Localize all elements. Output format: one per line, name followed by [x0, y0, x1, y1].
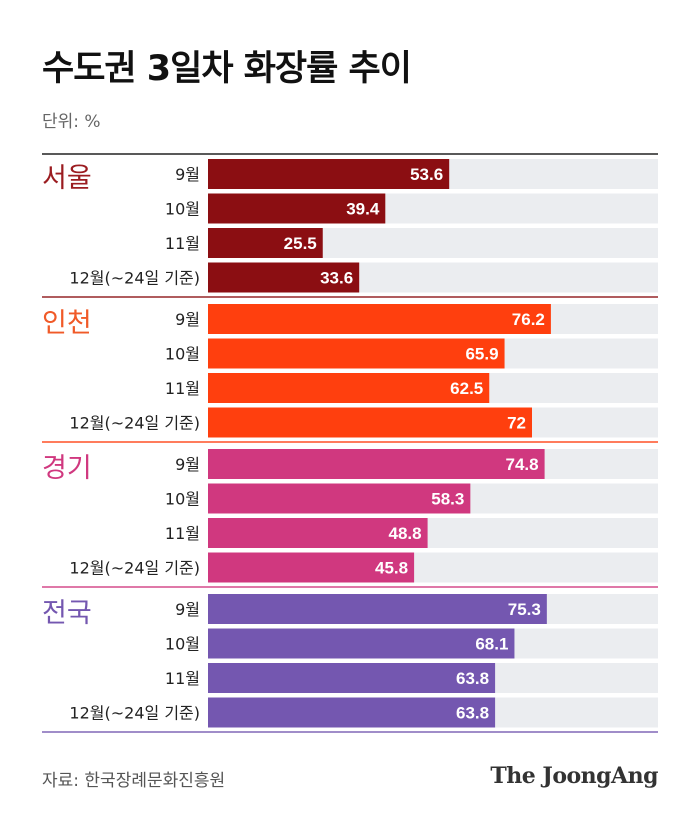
bar: [208, 262, 360, 293]
category-label: 9월: [175, 600, 200, 619]
bar: [208, 373, 490, 403]
unit-label: 단위: %: [42, 112, 101, 132]
chart-title: 수도권 3일차 화장률 추이: [42, 49, 412, 89]
bar-value-label: 62.5: [450, 379, 483, 398]
category-label: 9월: [175, 165, 200, 184]
bar: [208, 594, 547, 624]
category-label: 10월: [165, 200, 200, 219]
bar-value-label: 39.4: [346, 200, 380, 219]
bar-value-label: 76.2: [512, 310, 545, 329]
bar: [208, 193, 386, 224]
bar: [208, 663, 496, 693]
category-label: 12월(~24일 기준): [69, 414, 200, 433]
bar-value-label: 58.3: [431, 490, 464, 509]
group-label: 전국: [42, 598, 92, 629]
bar-value-label: 63.8: [456, 669, 489, 688]
category-label: 10월: [165, 345, 200, 364]
category-label: 12월(~24일 기준): [69, 269, 200, 288]
source-note: 자료: 한국장례문화진흥원: [42, 771, 226, 791]
bar: [208, 338, 505, 369]
bar: [208, 407, 532, 438]
bar: [208, 304, 551, 334]
bar: [208, 552, 415, 583]
bar-value-label: 48.8: [389, 524, 422, 543]
brand-logo: The JoongAng: [490, 763, 658, 789]
bar-value-label: 68.1: [475, 635, 508, 654]
group-label: 경기: [42, 453, 92, 484]
bar-value-label: 65.9: [465, 345, 498, 364]
bar: [208, 628, 515, 659]
bar-value-label: 33.6: [320, 269, 353, 288]
category-label: 9월: [175, 455, 200, 474]
category-label: 10월: [165, 635, 200, 654]
bar-value-label: 63.8: [456, 704, 489, 723]
category-label: 11월: [165, 234, 200, 253]
bar: [208, 449, 545, 479]
bar-value-label: 53.6: [410, 165, 443, 184]
category-label: 12월(~24일 기준): [69, 559, 200, 578]
category-label: 12월(~24일 기준): [69, 704, 200, 723]
category-label: 11월: [165, 379, 200, 398]
bar: [208, 483, 471, 514]
bar-value-label: 45.8: [375, 559, 408, 578]
bar-value-label: 72: [507, 414, 526, 433]
category-label: 9월: [175, 310, 200, 329]
bar: [208, 228, 323, 258]
category-label: 11월: [165, 524, 200, 543]
group-label: 서울: [42, 163, 92, 194]
bar-value-label: 25.5: [284, 234, 317, 253]
category-label: 11월: [165, 669, 200, 688]
bar-value-label: 74.8: [506, 455, 539, 474]
bar-value-label: 75.3: [508, 600, 541, 619]
group-label: 인천: [42, 308, 92, 339]
category-label: 10월: [165, 490, 200, 509]
bar: [208, 518, 428, 548]
bar: [208, 159, 450, 189]
bar: [208, 697, 496, 728]
